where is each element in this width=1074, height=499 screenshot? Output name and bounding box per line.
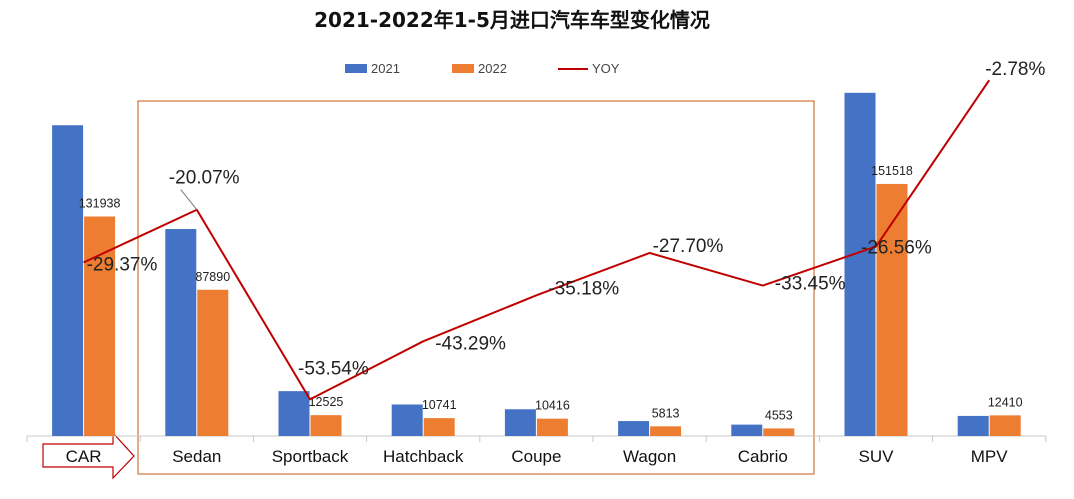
yoy-label-suv: -26.56%: [861, 238, 932, 259]
bar-2021-wagon: [618, 421, 650, 436]
legend-label-2021: 2021: [371, 61, 400, 76]
bar-value-label-sedan: 87890: [195, 270, 230, 284]
bar-2022-sportback: [310, 415, 342, 436]
bar-value-label-mpv: 12410: [988, 395, 1023, 409]
bar-value-label-coupe: 10416: [535, 399, 570, 413]
car-arrow: [42, 431, 135, 480]
yoy-label-mpv: -2.78%: [985, 59, 1045, 80]
yoy-label-car: -29.37%: [87, 254, 158, 275]
legend-swatch-2021: [345, 64, 367, 73]
yoy-line: [83, 79, 991, 401]
bar-2021-mpv: [957, 415, 989, 436]
chart-title: 2021-2022年1-5月进口汽车车型变化情况: [314, 8, 710, 32]
bar-value-labels: 131938 87890 12525 10741 10416 5813 4553 151518…: [79, 164, 1023, 422]
category-label-hatchback: Hatchback: [383, 447, 464, 466]
bar-2021-car: [52, 125, 84, 436]
yoy-label-coupe: -35.18%: [548, 278, 619, 299]
bar-value-label-wagon: 5813: [652, 406, 680, 420]
yoy-label-cabrio: -33.45%: [775, 274, 846, 295]
bar-2022-sedan: [197, 289, 229, 436]
bar-value-label-car: 131938: [79, 197, 121, 211]
bar-2021-sportback: [278, 391, 310, 436]
bar-2021-sedan: [165, 229, 197, 436]
bar-2021-hatchback: [391, 404, 423, 436]
category-label-cabrio: Cabrio: [738, 447, 788, 466]
bar-2022-suv: [876, 183, 908, 436]
bar-2022-cabrio: [763, 428, 795, 436]
category-label-sportback: Sportback: [272, 447, 349, 466]
legend: 2021 2022 YOY: [345, 61, 620, 76]
x-axis-ticks: [26, 436, 1047, 442]
bar-2022-hatchback: [423, 418, 455, 436]
bar-value-label-cabrio: 4553: [765, 408, 793, 422]
category-label-sedan: Sedan: [172, 447, 221, 466]
bar-2021-cabrio: [731, 424, 763, 436]
legend-label-yoy: YOY: [592, 61, 620, 76]
yoy-label-wagon: -27.70%: [653, 236, 724, 257]
bar-2022-mpv: [989, 415, 1021, 436]
passenger-car-group-box: [137, 100, 815, 475]
bar-2022-coupe: [536, 418, 568, 436]
category-label-car: CAR: [66, 447, 102, 466]
bar-2022-car: [84, 216, 116, 436]
category-label-wagon: Wagon: [623, 447, 676, 466]
category-label-suv: SUV: [859, 447, 895, 466]
category-label-coupe: Coupe: [511, 447, 561, 466]
bar-value-label-hatchback: 10741: [422, 398, 457, 412]
legend-label-2022: 2022: [478, 61, 507, 76]
bar-value-label-sportback: 12525: [309, 395, 344, 409]
yoy-line-layer: -29.37% -20.07% -53.54% -43.29% -35.18% -27.7…: [83, 59, 1046, 401]
bar-value-label-suv: 151518: [871, 164, 913, 178]
bar-2022-wagon: [650, 426, 682, 436]
category-label-mpv: MPV: [971, 447, 1009, 466]
bar-2021-coupe: [504, 409, 536, 436]
bar-2021-suv: [844, 92, 876, 437]
category-labels: CAR Sedan Sportback Hatchback Coupe Wagon Cabr…: [66, 447, 1009, 466]
bars: [52, 92, 1021, 437]
legend-swatch-2022: [452, 64, 474, 73]
yoy-leader-line-sedan: [180, 189, 198, 211]
yoy-label-sportback: -53.54%: [298, 358, 369, 379]
yoy-label-sedan: -20.07%: [169, 168, 240, 189]
yoy-label-hatchback: -43.29%: [435, 333, 506, 354]
